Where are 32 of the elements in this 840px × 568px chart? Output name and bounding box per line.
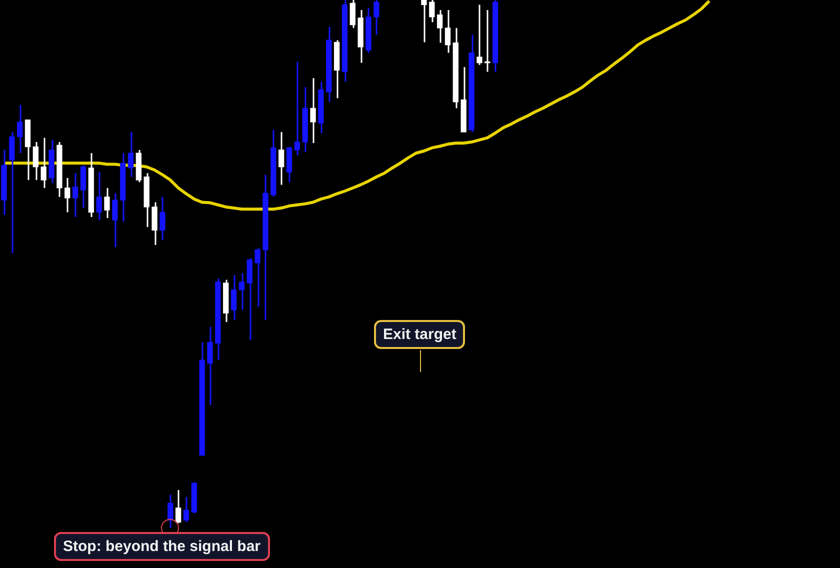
candlestick xyxy=(64,177,70,214)
candlestick xyxy=(160,196,166,241)
candlestick xyxy=(9,131,15,254)
candlestick xyxy=(40,137,46,189)
candlestick xyxy=(183,496,190,523)
candlestick xyxy=(175,489,182,524)
candlestick xyxy=(96,171,102,221)
text: Stop: beyond the signal bar xyxy=(54,532,270,561)
candlestick xyxy=(429,0,435,23)
candlestick xyxy=(207,326,213,406)
candlestick xyxy=(374,0,380,36)
candlestick xyxy=(128,131,134,178)
candlestick xyxy=(421,0,427,43)
candlestick xyxy=(254,247,260,308)
candlestick xyxy=(104,187,110,219)
candlestick xyxy=(350,0,356,29)
candlestick xyxy=(444,9,451,54)
candlestick xyxy=(16,104,23,154)
candlestick xyxy=(80,164,86,209)
candlestick xyxy=(112,192,118,248)
candlestick xyxy=(278,131,284,186)
candlestick xyxy=(294,61,300,156)
candlestick xyxy=(238,272,245,311)
candlestick xyxy=(230,274,237,321)
candlestick xyxy=(310,77,316,144)
candlestick xyxy=(246,257,252,341)
candlestick xyxy=(436,9,443,44)
candlestick xyxy=(152,201,158,246)
candlestick xyxy=(72,172,78,218)
annotation: Exit target xyxy=(374,320,466,349)
candlestick xyxy=(476,4,482,66)
candlestick xyxy=(32,141,38,181)
